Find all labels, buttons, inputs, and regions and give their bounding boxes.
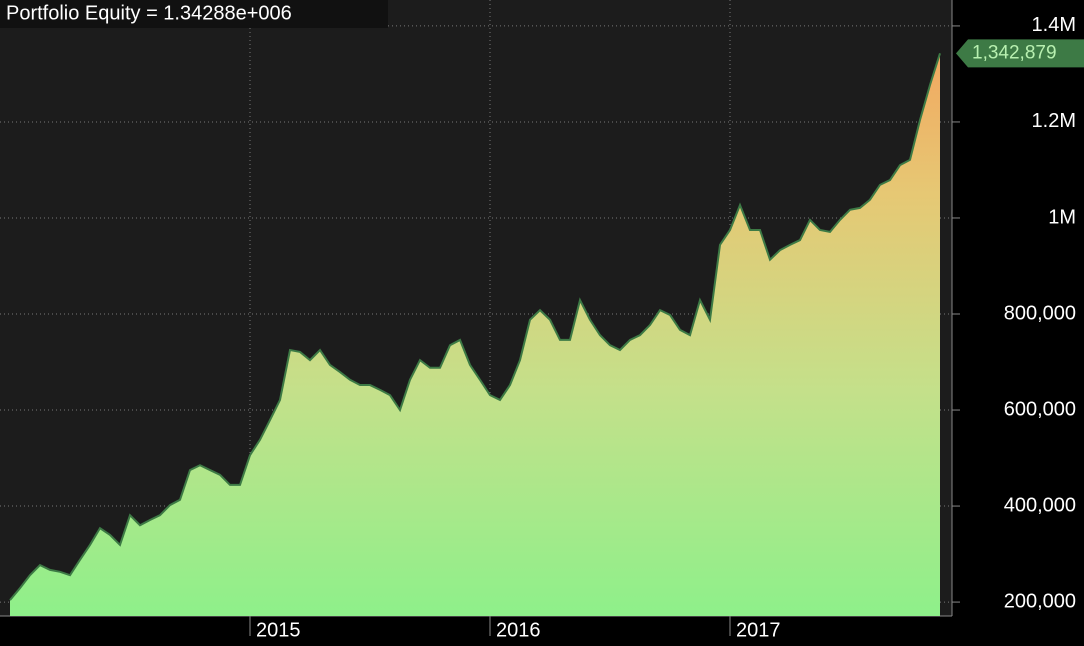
title-box <box>0 0 388 28</box>
x-tick-label: 2017 <box>736 619 781 641</box>
y-tick-label: 1M <box>1048 206 1076 228</box>
y-tick-label: 800,000 <box>1004 302 1076 324</box>
line <box>9 53 941 601</box>
area <box>10 53 940 617</box>
y-tick-label: 600,000 <box>1004 398 1076 420</box>
x-tick-label: 2015 <box>256 619 301 641</box>
x-tick-label: 2016 <box>496 619 541 641</box>
value-label: 1,342,879 <box>972 42 1057 63</box>
chart-title: Portfolio Equity = 1.34288e+006 <box>6 2 292 24</box>
y-tick-label: 400,000 <box>1004 494 1076 516</box>
y-tick-label: 200,000 <box>1004 590 1076 612</box>
y-tick-label: 1.2M <box>1032 110 1076 132</box>
value-tag <box>956 39 1084 68</box>
y-tick-label: 1.4M <box>1032 14 1076 36</box>
